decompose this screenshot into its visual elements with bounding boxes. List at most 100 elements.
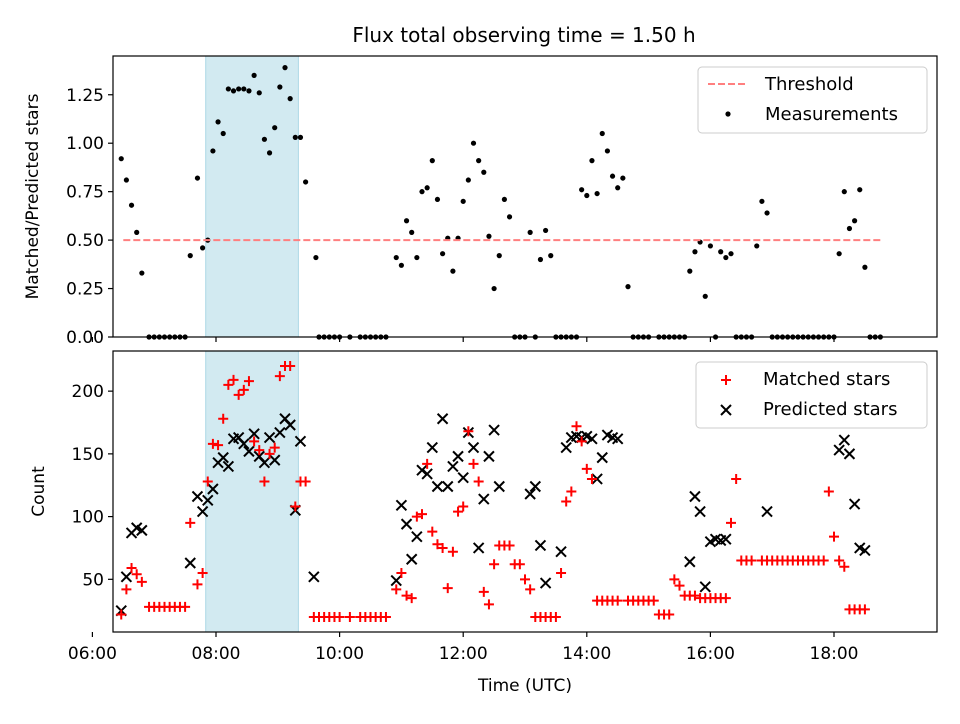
measurement-point (139, 270, 145, 276)
predicted-point (596, 451, 608, 464)
measurement-point (128, 202, 135, 208)
measurement-point (414, 254, 420, 261)
matched-point (136, 576, 147, 587)
measurement-point (200, 245, 206, 251)
predicted-point (274, 426, 286, 439)
predicted-point (529, 480, 542, 493)
predicted-point (560, 441, 572, 454)
measurement-point (496, 253, 502, 259)
measurement-point (194, 175, 201, 181)
predicted-point (848, 498, 861, 510)
x-tick-label: 18:00 (810, 644, 859, 664)
matched-point (344, 611, 355, 622)
matched-point (243, 376, 254, 387)
measurement-point (429, 158, 435, 164)
matched-point (746, 555, 757, 566)
matched-point (586, 473, 597, 484)
measurement-point (604, 148, 611, 154)
matched-point (818, 555, 829, 566)
measurement-point (230, 88, 237, 94)
matched-point (489, 559, 500, 570)
matched-point (483, 599, 494, 610)
measurement-point (261, 136, 268, 142)
predicted-point (120, 571, 133, 583)
measurement-point (594, 190, 600, 197)
predicted-points (115, 385, 871, 617)
measurement-point (220, 130, 226, 137)
measurement-point (470, 140, 477, 146)
predicted-point (217, 451, 229, 464)
matched-point (202, 476, 213, 487)
predicted-point (699, 581, 711, 593)
predicted-point (534, 539, 547, 552)
y-axis-label: Count (29, 466, 49, 517)
legend-measurement-label: Measurements (765, 104, 898, 125)
measurement-point (589, 158, 595, 164)
measurement-point (759, 198, 765, 204)
predicted-point (467, 441, 480, 454)
measurement-point (548, 253, 554, 259)
measurement-point (481, 169, 487, 175)
y-tick-label: 150 (72, 445, 104, 465)
measurement-point (486, 233, 492, 239)
measurement-point (303, 179, 309, 185)
predicted-point (136, 524, 148, 537)
measurement-point (403, 218, 410, 224)
matched-point (689, 590, 700, 601)
measurement-point (599, 130, 605, 137)
matched-point (829, 531, 839, 542)
measurement-point (723, 254, 729, 261)
matched-point (839, 561, 850, 572)
matched-point (269, 442, 280, 453)
matched-point (126, 563, 137, 574)
measurement-point (841, 189, 847, 195)
matched-point (669, 574, 680, 585)
matched-point (442, 583, 453, 594)
y-tick-label: 1.00 (66, 134, 104, 154)
matched-point (223, 379, 234, 390)
measurement-point (134, 229, 140, 235)
matched-point (859, 604, 870, 615)
matched-point (290, 501, 301, 512)
predicted-point (843, 448, 856, 460)
matched-point (300, 476, 311, 487)
matched-point (525, 584, 536, 595)
matched-point (218, 413, 229, 424)
measurement-point (506, 214, 513, 220)
matched-point (571, 421, 582, 432)
predicted-point (859, 544, 871, 557)
measurement-point (465, 177, 471, 183)
predicted-point (684, 556, 696, 568)
measurement-point (625, 284, 631, 290)
matched-point (391, 584, 402, 595)
y-tick-label: 1.25 (66, 86, 104, 106)
matched-point (427, 526, 438, 537)
matched-point (453, 506, 464, 517)
measurement-point (123, 177, 129, 183)
matched-point (437, 542, 448, 553)
predicted-point (263, 431, 276, 444)
measurement-point (450, 268, 456, 274)
matched-point (285, 361, 296, 372)
matched-point (259, 476, 270, 487)
bottom-panel: 50 100 150 200 06:00 08:00 10:00 12:00 14:00 16:… (29, 350, 938, 696)
predicted-point (493, 480, 505, 493)
predicted-point (431, 480, 444, 493)
measurement-point (272, 125, 278, 131)
predicted-point (411, 530, 423, 543)
x-axis-label: Time (UTC) (477, 676, 572, 696)
matched-point (520, 574, 530, 585)
matched-point (504, 540, 515, 551)
x-tick-label: 14:00 (562, 644, 611, 664)
matched-point (249, 436, 260, 447)
predicted-point (720, 533, 732, 545)
matched-point (207, 438, 218, 449)
matched-point (514, 559, 525, 570)
predicted-point (457, 471, 469, 484)
matched-point (116, 609, 127, 620)
measurement-point (256, 90, 262, 96)
matched-point (823, 486, 834, 497)
matched-point (561, 496, 572, 507)
predicted-point (426, 441, 439, 454)
measurement-point (501, 196, 507, 203)
